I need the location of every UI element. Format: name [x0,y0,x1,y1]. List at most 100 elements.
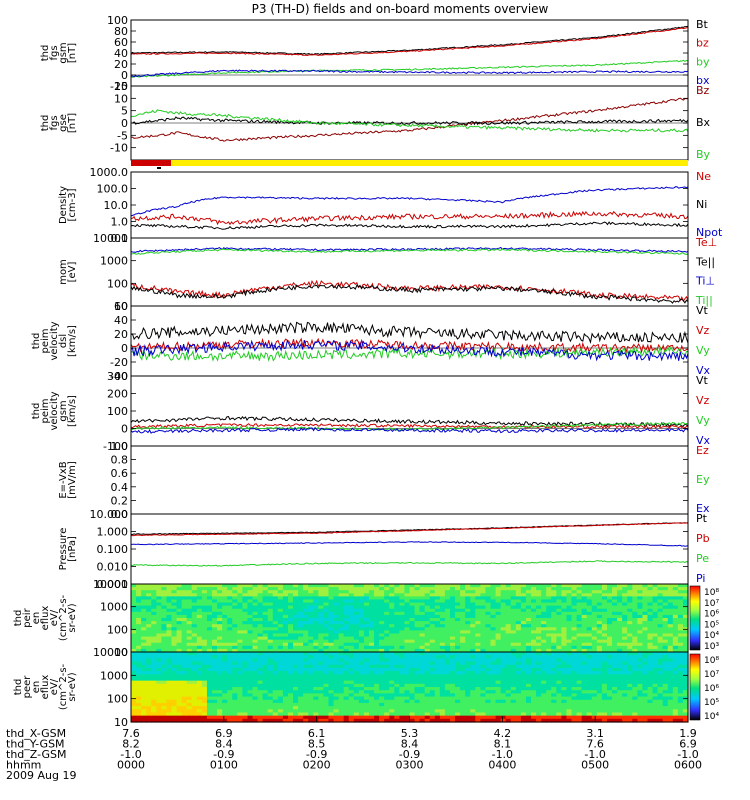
spectrogram-cell [652,712,659,717]
spectrogram-cell [642,587,649,591]
spectrogram-cell [379,587,385,591]
spectrogram-cell [536,648,542,653]
spectrogram-cell [293,593,299,597]
legend-label-ex: Ex [696,502,710,515]
spectrogram-cell [424,624,431,628]
spectrogram-cell [358,677,365,682]
spectrogram-cell [201,602,208,607]
spectrogram-cell [536,715,542,720]
spectrogram-cell [201,587,208,591]
spectrogram-cell [414,715,421,720]
spectrogram-cell [404,696,411,701]
spectrogram-cell [222,709,228,714]
spectrogram-cell [237,648,243,653]
spectrogram-cell [222,696,228,701]
series-line-bx [131,116,689,126]
spectrogram-cell [637,596,644,601]
spectrogram-cell [495,627,502,631]
spectrogram-cell [632,608,638,613]
spectrogram-cell [257,627,264,631]
spectrogram-cell [475,602,481,607]
spectrogram-cell [460,674,466,679]
legend-label-bz: bz [696,37,709,50]
spectrogram-cell [191,709,198,714]
spectrogram-cell [343,712,350,717]
spectrogram-cell [131,658,137,663]
spectrogram-cell [490,636,497,641]
spectrogram-cell [277,614,284,619]
spectrogram-cell [647,636,654,641]
spectrogram-cell [348,683,355,688]
spectrogram-cell [485,605,492,610]
spectrogram-cell [389,624,395,628]
spectrogram-cell [252,696,259,701]
spectrogram-cell [647,614,654,619]
spectrogram-cell [531,621,537,625]
spectrogram-cell [576,627,583,631]
spectrogram-cell [652,630,659,635]
spectrogram-cell [495,667,502,672]
spectrogram-cell [520,605,527,610]
spectrogram-cell [627,618,633,622]
spectrogram-cell [546,590,552,594]
spectrogram-cell [201,618,208,622]
spectrogram-cell [667,596,674,601]
spectrogram-cell [606,664,613,669]
spectrogram-cell [298,718,304,723]
spectrogram-cell [622,611,628,616]
spectrogram-cell [176,667,183,672]
spectrogram-cell [536,599,542,604]
spectrogram-cell [409,652,416,656]
spectrogram-cell [409,715,416,720]
spectrogram-cell [333,715,340,720]
spectrogram-cell [136,608,142,613]
spectrogram-cell [212,671,218,675]
spectrogram-cell [201,667,208,672]
spectrogram-cell [576,587,583,591]
spectrogram-cell [617,667,623,672]
spectrogram-cell [222,655,228,659]
spectrogram-cell [181,671,188,675]
spectrogram-cell [500,642,507,647]
spectrogram-cell [227,680,233,685]
spectrogram-cell [181,699,188,704]
spectrogram-cell [338,596,345,601]
spectrogram-cell [424,608,431,613]
spectrogram-cell [136,618,142,622]
spectrogram-cell [282,621,289,625]
spectrogram-cell [485,636,492,641]
spectrogram-cell [389,667,395,672]
spectrogram-cell [287,596,294,601]
spectrogram-cell [475,630,481,635]
spectrogram-cell [404,621,411,625]
spectrogram-cell [363,706,370,710]
spectrogram-cell [252,636,259,641]
spectrogram-cell [217,655,223,659]
spectrogram-cell [404,702,411,707]
spectrogram-cell [212,633,218,638]
spectrogram-cell [576,677,583,682]
y-tick-label: 100 [107,14,128,27]
spectrogram-cell [201,633,208,638]
spectrogram-cell [196,611,203,616]
spectrogram-cell [561,696,568,701]
spectrogram-cell [632,674,638,679]
spectrogram-cell [414,674,421,679]
spectrogram-cell [586,596,593,601]
spectrogram-cell [384,590,390,594]
spectrogram-cell [287,602,294,607]
spectrogram-cell [181,611,188,616]
spectrogram-cell [470,618,476,622]
spectrogram-cell [581,636,588,641]
spectrogram-cell [186,702,193,707]
spectrogram-cell [257,706,264,710]
spectrogram-cell [596,658,603,663]
spectrogram-cell [181,718,188,723]
spectrogram-cell [227,639,233,644]
spectrogram-cell [429,715,436,720]
spectrogram-cell [581,696,588,701]
spectrogram-cell [566,706,573,710]
spectrogram-cell [201,642,208,647]
spectrogram-cell [181,667,188,672]
spectrogram-cell [556,699,563,704]
